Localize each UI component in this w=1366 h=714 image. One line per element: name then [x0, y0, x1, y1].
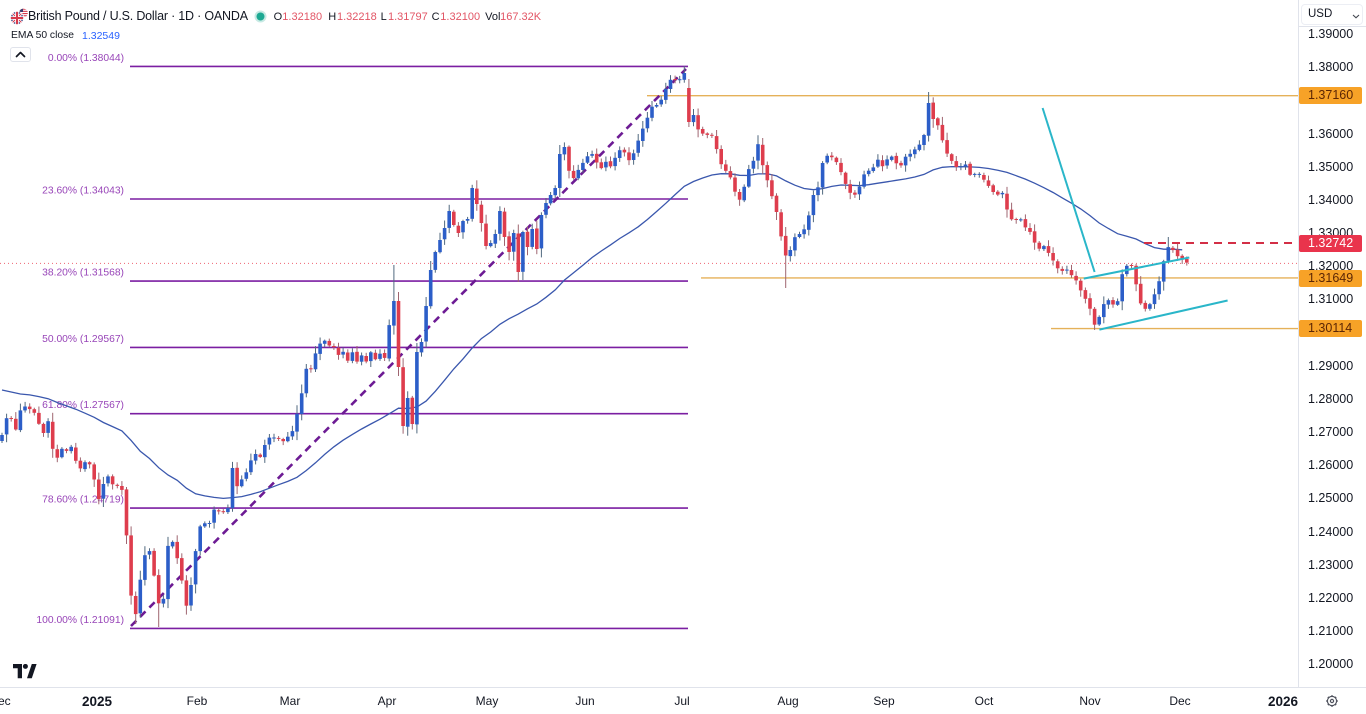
svg-text:100.00% (1.21091): 100.00% (1.21091) — [36, 615, 124, 626]
svg-text:0.00% (1.38044): 0.00% (1.38044) — [48, 53, 124, 64]
svg-text:50.00% (1.29567): 50.00% (1.29567) — [42, 334, 124, 345]
svg-text:61.80% (1.27567): 61.80% (1.27567) — [42, 400, 124, 411]
svg-text:38.20% (1.31568): 38.20% (1.31568) — [42, 268, 124, 279]
svg-text:23.60% (1.34043): 23.60% (1.34043) — [42, 186, 124, 197]
svg-text:78.60% (1.24719): 78.60% (1.24719) — [42, 495, 124, 506]
